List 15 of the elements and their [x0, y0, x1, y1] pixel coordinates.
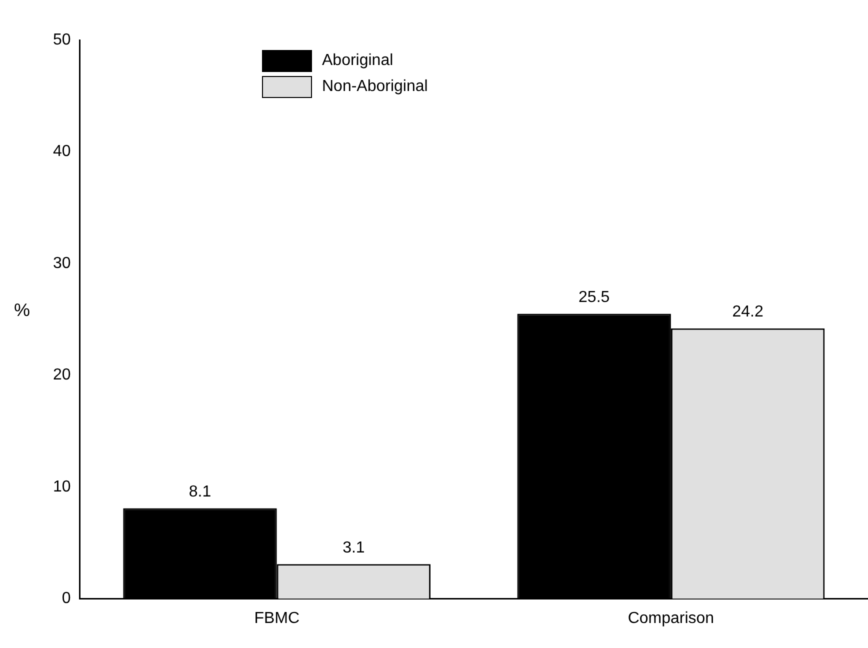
data-label: 25.5: [578, 289, 610, 306]
data-label: 3.1: [342, 540, 365, 557]
y-tick-label: 40: [53, 143, 71, 160]
y-tick-label: 0: [62, 590, 71, 608]
y-tick-label: 20: [53, 366, 71, 384]
x-tick-label: FBMC: [254, 610, 300, 627]
legend-label: Non-Aboriginal: [322, 78, 428, 96]
legend-label: Aboriginal: [322, 52, 394, 70]
data-label: 24.2: [732, 304, 764, 321]
y-tick-label: 30: [53, 254, 71, 272]
y-axis-title: %: [14, 300, 30, 321]
y-tick-label: 10: [53, 478, 71, 496]
x-tick-label: Comparison: [628, 610, 714, 627]
y-tick-label: 50: [53, 31, 71, 48]
data-label: 8.1: [188, 484, 212, 501]
